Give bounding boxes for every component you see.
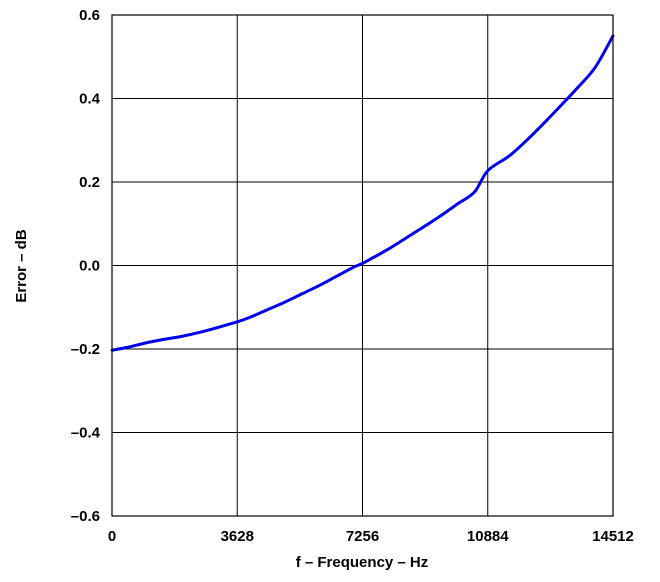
grid [112, 15, 613, 516]
error-curve [110, 34, 615, 352]
y-tick-label: –0.2 [71, 341, 100, 358]
x-tick-label: 14512 [592, 528, 634, 545]
y-tick-label: 0.6 [79, 7, 100, 24]
y-tick-label: 0.0 [79, 258, 100, 275]
x-axis-tick-labels: 0 3628 7256 10884 14512 [108, 528, 634, 545]
x-tick-label: 7256 [346, 528, 379, 545]
plot-frame [111, 14, 614, 517]
y-tick-label: 0.2 [79, 174, 100, 191]
x-tick-label: 3628 [221, 528, 254, 545]
y-axis-title: Error – dB [13, 229, 30, 303]
x-axis-title: f – Frequency – Hz [296, 554, 429, 571]
y-tick-label: 0.4 [79, 91, 101, 108]
y-axis-tick-labels: –0.6 –0.4 –0.2 0.0 0.2 0.4 0.6 [71, 7, 101, 525]
x-tick-label: 10884 [467, 528, 509, 545]
x-tick-label: 0 [108, 528, 116, 545]
y-tick-label: –0.6 [71, 508, 100, 525]
y-tick-label: –0.4 [71, 425, 101, 442]
series-layer [110, 34, 615, 352]
